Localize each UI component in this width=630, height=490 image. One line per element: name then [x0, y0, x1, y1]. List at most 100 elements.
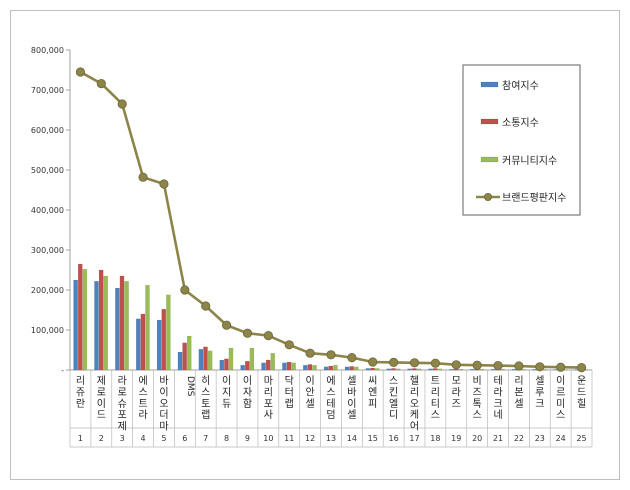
bar — [103, 275, 108, 371]
bar — [416, 368, 422, 371]
line-marker — [556, 362, 566, 372]
line-marker — [117, 99, 127, 109]
bar — [328, 365, 334, 371]
bar — [82, 269, 88, 371]
bar — [282, 362, 287, 371]
rank-number: 4 — [141, 434, 146, 443]
bar — [166, 294, 171, 371]
line-marker — [180, 285, 190, 295]
rank-number: 11 — [284, 434, 294, 443]
rank-number: 9 — [245, 434, 250, 443]
y-tick-label: 700,000 — [31, 86, 64, 95]
y-tick-label: 100,000 — [31, 326, 64, 335]
rank-number: 15 — [368, 434, 378, 443]
rank-number: 22 — [514, 434, 524, 443]
rank-number: 10 — [263, 434, 273, 443]
y-tick-label: 800,000 — [31, 46, 64, 55]
bar — [77, 263, 83, 371]
bars — [73, 263, 589, 371]
line-series — [75, 67, 587, 373]
bar — [365, 368, 371, 371]
rank-number: 14 — [347, 434, 357, 443]
bar — [136, 318, 141, 371]
bar — [407, 368, 412, 371]
bar — [349, 366, 354, 371]
line-marker — [535, 362, 545, 372]
bar — [161, 309, 167, 371]
rank-number: 23 — [535, 434, 545, 443]
legend-swatch — [480, 81, 499, 88]
bar — [374, 368, 380, 371]
bar — [182, 342, 187, 371]
bar — [140, 313, 146, 371]
bar — [224, 358, 229, 371]
bar — [500, 368, 505, 371]
bar — [240, 365, 245, 371]
y-tick-label: 500,000 — [31, 166, 64, 175]
bar — [228, 347, 234, 371]
line-marker — [493, 360, 503, 371]
bar — [490, 369, 496, 371]
bar — [145, 285, 150, 371]
bar — [458, 368, 463, 371]
x-category-label: DMS — [185, 376, 195, 397]
bar — [156, 319, 162, 371]
bar — [386, 368, 392, 371]
line-marker — [430, 358, 440, 368]
line-marker — [201, 301, 211, 311]
rank-number: 7 — [203, 434, 208, 443]
rank-number: 2 — [99, 434, 104, 443]
bar — [312, 365, 317, 371]
rank-number: 21 — [493, 434, 503, 443]
line-marker — [222, 320, 232, 330]
line-marker — [409, 358, 420, 368]
bar — [344, 366, 350, 371]
rank-number: 6 — [182, 434, 187, 443]
bar — [470, 369, 475, 371]
line-marker — [472, 360, 482, 370]
bar — [177, 351, 183, 371]
bar — [261, 362, 266, 371]
bar — [428, 368, 433, 371]
bar — [307, 364, 313, 371]
line-marker — [305, 348, 315, 358]
rank-number: 5 — [161, 434, 166, 443]
bar — [115, 287, 120, 371]
legend-label: 참여지수 — [502, 80, 539, 92]
line-marker — [159, 179, 169, 189]
bar — [291, 362, 296, 371]
bar — [370, 367, 375, 371]
bar — [119, 275, 125, 371]
x-axis-categories: 리 쥬 란 1 제 로 이 드 2 라 로 슈 포 제3 에 스 트 라 4 바 이 오 더 마5 DMS 6 히 스 토 랩 7 이 지 듀 8 이… — [76, 375, 587, 443]
line-marker — [263, 330, 273, 341]
y-tick-label: 400,000 — [31, 206, 64, 215]
legend-swatch — [480, 118, 499, 125]
line-marker — [75, 67, 86, 77]
axes — [69, 50, 593, 448]
bar — [479, 368, 484, 371]
rank-number: 24 — [556, 434, 566, 443]
rank-number: 20 — [472, 434, 482, 443]
rank-number: 1 — [78, 434, 83, 443]
rank-number: 25 — [576, 434, 586, 443]
y-tick-label: 300,000 — [31, 246, 64, 255]
legend-label: 커뮤니티지수 — [502, 155, 557, 167]
legend-box — [462, 64, 581, 216]
rank-number: 17 — [409, 434, 419, 443]
rank-number: 3 — [120, 434, 125, 443]
bar — [391, 368, 396, 371]
bar — [412, 368, 417, 371]
